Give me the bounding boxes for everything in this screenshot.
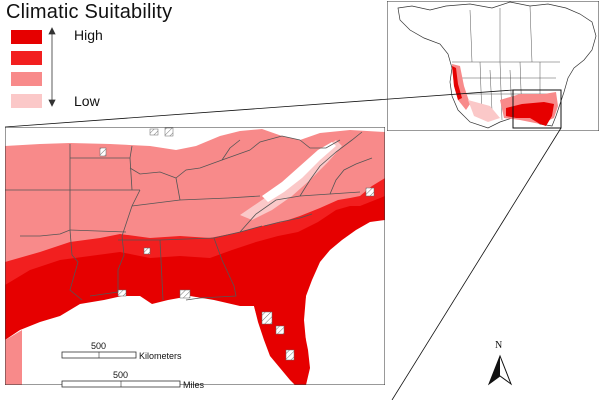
hatched-patch [99, 147, 107, 157]
legend-arrow [48, 27, 56, 107]
hatched-patch [164, 127, 174, 137]
inset-extent-rectangle [512, 89, 562, 129]
inset-southwest-low [468, 100, 500, 122]
connector-line-top [4, 89, 514, 128]
hatched-patch [179, 289, 191, 299]
legend-title: Climatic Suitability [6, 1, 173, 23]
legend-low-label: Low [74, 93, 100, 109]
inset-west-coast-high [452, 66, 462, 100]
unsuitable-area-north [5, 127, 385, 150]
hatched-patch [261, 311, 273, 325]
scale-bar-miles [61, 380, 181, 388]
north-arrow-icon [487, 354, 513, 386]
hatched-patch [285, 349, 295, 361]
hatched-patch [365, 187, 375, 197]
hatched-patch [275, 325, 285, 335]
north-label: N [495, 340, 503, 351]
unsuitable-area-appalachia [262, 142, 336, 202]
main-map [5, 127, 385, 385]
scale-bar-km [61, 351, 137, 359]
suitability-low-texas [5, 330, 22, 385]
state-borders [5, 131, 373, 301]
legend-high-label: High [74, 27, 103, 43]
hatched-patch [149, 128, 159, 136]
scale-mi-value: 500 [113, 370, 129, 380]
scale-mi-unit: Miles [183, 380, 205, 390]
atlantic-ocean [303, 220, 385, 385]
scale-km-value: 500 [91, 341, 107, 351]
hatched-patch [117, 289, 127, 297]
legend-swatch [11, 72, 42, 86]
inset-southeast-high [506, 102, 554, 126]
legend-swatch [11, 30, 42, 44]
gulf-of-mexico [5, 296, 295, 385]
legend-swatch [11, 51, 42, 65]
scale-km-unit: Kilometers [139, 351, 182, 361]
hatched-patch [143, 247, 151, 255]
connector-line-bottom [391, 127, 562, 400]
legend-swatch [11, 94, 42, 108]
inset-map [387, 1, 599, 131]
